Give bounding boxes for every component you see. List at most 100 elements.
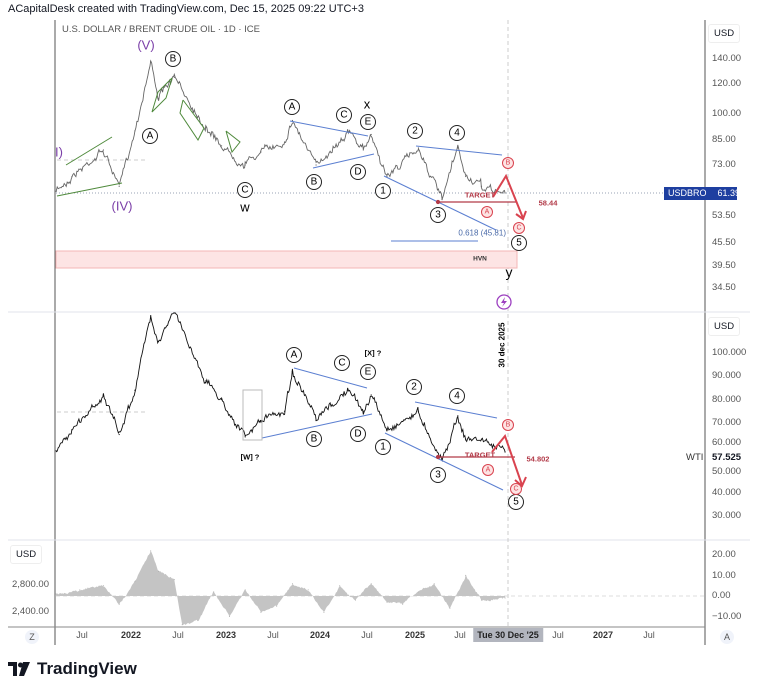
data-point <box>441 199 443 201</box>
symbol-tag: WTI <box>686 452 704 463</box>
oscillator-area[interactable] <box>56 550 506 625</box>
triangle-lower-line <box>312 153 375 169</box>
oscillator-point <box>339 585 341 587</box>
data-point <box>134 130 136 132</box>
wave-label-circle <box>360 114 376 130</box>
data-point <box>283 141 286 143</box>
lightning-icon[interactable] <box>496 294 512 310</box>
wave-label: [X] ? <box>365 349 382 358</box>
time-tick: 2023 <box>215 630 237 640</box>
wave-label-circle <box>502 419 514 431</box>
symbol-title: U.S. DOLLAR / BRENT CRUDE OIL · 1D · ICE <box>62 24 260 35</box>
channel-lower-line <box>383 175 497 231</box>
time-tick: Jul <box>552 630 564 640</box>
fib-label: 0.618 (45.81) <box>458 229 506 238</box>
wave-label-circle <box>449 388 465 404</box>
wave-label: (V) <box>137 38 154 53</box>
hvn-zone[interactable] <box>55 250 518 269</box>
oscillator-point <box>213 591 215 593</box>
wave-label: 3 <box>435 470 441 481</box>
wave-label-circle <box>237 182 253 198</box>
tradingview-logo[interactable]: TradingView <box>8 659 137 679</box>
target-lines[interactable] <box>435 199 518 460</box>
channel-upper-line <box>414 401 498 419</box>
currency-button[interactable]: USD <box>708 317 741 336</box>
oscillator-point <box>465 575 467 576</box>
price-tick: 80.000 <box>712 394 742 405</box>
wave-label: A <box>291 350 298 361</box>
green-trendlines[interactable] <box>56 77 241 197</box>
wave-label: E <box>365 367 372 378</box>
blue-channel-lines[interactable] <box>261 120 504 491</box>
wave-label: x <box>364 97 371 112</box>
w-highlight-box[interactable] <box>242 389 263 441</box>
oscillator-point <box>79 589 81 591</box>
oscillator-point <box>102 585 104 587</box>
wave-label-circle <box>350 426 366 442</box>
chart-credit: ACapitalDesk created with TradingView.co… <box>8 3 364 15</box>
wave-label-circle <box>142 128 158 144</box>
data-point <box>134 389 136 391</box>
data-point <box>362 149 364 151</box>
data-point <box>205 380 207 382</box>
wave-label: [W] ? <box>241 453 260 462</box>
auto-scale-button[interactable]: A <box>720 630 734 644</box>
wave-label: B <box>506 422 511 429</box>
wave-label-circle <box>510 483 522 495</box>
wave-label-circle <box>511 235 527 251</box>
data-point <box>362 410 364 412</box>
osc-tick: 2,400.00 <box>12 606 49 617</box>
wave-label-circle <box>306 431 322 447</box>
wave-label: A <box>485 209 490 216</box>
currency-button[interactable]: USD <box>708 24 741 43</box>
osc-tick: 0.00 <box>712 590 731 601</box>
oscillator-point <box>276 605 278 607</box>
data-point <box>370 133 372 136</box>
wave-label-circle <box>286 347 302 363</box>
symbol-tag: USDBRO <box>668 188 707 198</box>
price-series-usdbro[interactable] <box>55 59 506 200</box>
price-tick: 50.000 <box>712 466 742 477</box>
data-point <box>370 394 372 396</box>
wave-label: A <box>486 467 491 474</box>
reset-zoom-button[interactable]: Z <box>25 630 39 644</box>
wave-label: A <box>289 102 296 113</box>
wave-label: 5 <box>513 497 519 508</box>
data-point <box>457 415 459 417</box>
price-tick: 45.50 <box>712 237 736 248</box>
data-point <box>150 60 152 62</box>
wave-label-circle <box>336 107 352 123</box>
wave-label: 1 <box>380 442 386 453</box>
data-point <box>291 119 294 122</box>
wave-label-circle <box>513 222 525 234</box>
data-point <box>291 371 294 373</box>
price-tick: 73.00 <box>712 159 736 170</box>
oscillator-point <box>244 589 246 591</box>
data-point <box>417 147 420 149</box>
wave-label: B <box>506 160 511 167</box>
time-tick: Jul <box>361 630 373 640</box>
oscillator-point <box>134 581 136 583</box>
price-series-wti[interactable] <box>55 312 506 462</box>
wave-label: 5 <box>516 238 522 249</box>
logo-text: TradingView <box>37 659 137 678</box>
data-point <box>220 145 223 147</box>
projection-arrows[interactable] <box>491 173 527 488</box>
time-tick: 2022 <box>120 630 142 640</box>
last-price-badge: USDBRO 61.39 <box>664 187 740 200</box>
wave-label: E <box>365 117 372 128</box>
oscillator-point <box>504 597 506 599</box>
wave-label-circle <box>430 467 446 483</box>
wave-label: C <box>241 185 248 196</box>
time-tick: 2025 <box>404 630 426 640</box>
currency-button[interactable]: USD <box>10 545 43 564</box>
wave-label: 1 <box>380 186 386 197</box>
date-note: 30 dec 2025 <box>498 322 507 367</box>
time-tick: Jul <box>267 630 279 640</box>
oscillator-point <box>402 603 404 605</box>
wave-label: D <box>354 167 361 178</box>
oscillator-point <box>433 583 435 585</box>
data-point <box>55 450 57 452</box>
data-point <box>118 185 120 187</box>
